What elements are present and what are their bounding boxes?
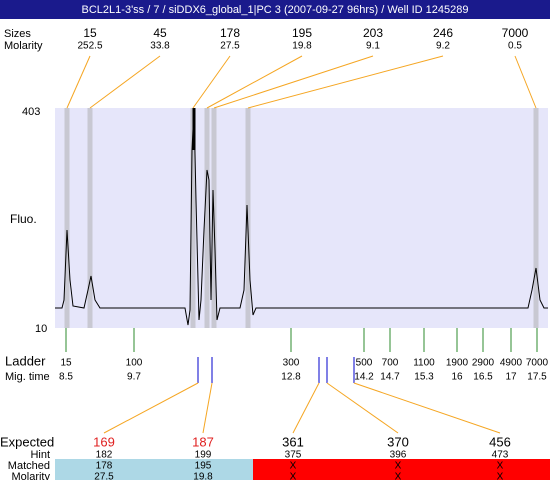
plot-area	[55, 108, 548, 328]
ladder-size: 1100	[413, 358, 435, 369]
ladder-size: 100	[126, 358, 143, 369]
mig-time: 12.8	[281, 372, 301, 383]
y-axis-label: Fluo.	[10, 212, 37, 226]
matched-size: 178	[96, 461, 113, 472]
matched-molarity: X	[497, 472, 504, 480]
molarity-label: Molarity	[4, 40, 43, 52]
peak-connector	[206, 55, 303, 109]
expected-size: 187	[192, 434, 214, 449]
expected-size: 370	[387, 434, 409, 449]
ladder-label: Ladder	[5, 353, 46, 368]
expected-connector	[103, 382, 199, 434]
matched-molarity: X	[395, 472, 402, 480]
peak-molarity: 252.5	[77, 41, 102, 52]
y-bottom-label: 10	[35, 323, 47, 335]
title-bar	[0, 0, 550, 19]
peak-band	[204, 108, 210, 328]
peak-size: 203	[363, 26, 383, 40]
mig-time-label: Mig. time	[5, 371, 50, 383]
title: BCL2L1-3'ss / 7 / siDDX6_global_1|PC 3 (…	[82, 4, 469, 16]
peak-molarity: 19.8	[292, 41, 312, 52]
peak-size: 246	[433, 26, 453, 40]
ladder-size: 500	[356, 358, 373, 369]
expected-connector	[326, 382, 399, 434]
mig-time: 8.5	[59, 372, 73, 383]
sizes-label: Sizes	[4, 28, 31, 40]
peak-molarity: 9.1	[366, 41, 380, 52]
matched-molarity: 27.5	[94, 472, 114, 480]
ladder-size: 7000	[526, 358, 549, 369]
mig-time: 9.7	[127, 372, 141, 383]
peak-molarity: 0.5	[508, 41, 522, 52]
expected-size: 169	[93, 434, 115, 449]
hint-size: 375	[285, 450, 302, 461]
matched-label: Matched	[8, 460, 50, 472]
peak-connector	[89, 55, 161, 109]
expected-connector	[292, 382, 320, 434]
unmatched-cell	[253, 459, 550, 480]
y-top-label: 403	[22, 106, 40, 118]
table-molarity-label: Molarity	[11, 471, 50, 480]
ladder-size: 2900	[472, 358, 495, 369]
peak-molarity: 9.2	[436, 41, 450, 52]
mig-time: 16.5	[473, 372, 493, 383]
mig-time: 14.7	[380, 372, 400, 383]
peak-size: 7000	[502, 26, 529, 40]
hint-size: 182	[96, 450, 113, 461]
matched-molarity: X	[290, 472, 297, 480]
trace	[55, 107, 548, 326]
ladder-size: 300	[283, 358, 300, 369]
peak-size: 15	[83, 26, 97, 40]
peak-band	[64, 108, 70, 328]
hint-size: 199	[195, 450, 212, 461]
hint-label: Hint	[30, 449, 50, 461]
hint-size: 473	[492, 450, 509, 461]
expected-size: 361	[282, 434, 304, 449]
expected-size: 456	[489, 434, 511, 449]
mig-time: 16	[451, 372, 463, 383]
peak-size: 45	[153, 26, 167, 40]
matched-size: X	[290, 461, 297, 472]
matched-size: 195	[195, 461, 212, 472]
mig-time: 15.3	[414, 372, 434, 383]
peak-molarity: 27.5	[220, 41, 240, 52]
hint-size: 396	[390, 450, 407, 461]
ladder-size: 4900	[500, 358, 523, 369]
mig-time: 17	[505, 372, 517, 383]
peak-connector	[247, 55, 444, 109]
peak-connector	[213, 55, 374, 109]
expected-connector	[202, 382, 213, 434]
mig-time: 17.5	[527, 372, 547, 383]
ladder-size: 1900	[446, 358, 469, 369]
mig-time: 14.2	[354, 372, 374, 383]
peak-size: 178	[220, 26, 240, 40]
peak-size: 195	[292, 26, 312, 40]
ladder-size: 700	[382, 358, 399, 369]
expected-label: Expected	[0, 434, 54, 449]
ladder-size: 15	[60, 358, 72, 369]
matched-size: X	[395, 461, 402, 472]
peak-band	[533, 108, 539, 328]
matched-molarity: 19.8	[193, 472, 213, 480]
peak-connector	[66, 55, 91, 109]
peak-band	[87, 108, 93, 328]
matched-size: X	[497, 461, 504, 472]
peak-band	[190, 108, 196, 328]
peak-molarity: 33.8	[150, 41, 170, 52]
expected-connector	[353, 382, 501, 434]
matched-cell	[55, 459, 253, 480]
peak-connector	[192, 55, 231, 109]
peak-connector	[514, 55, 537, 109]
